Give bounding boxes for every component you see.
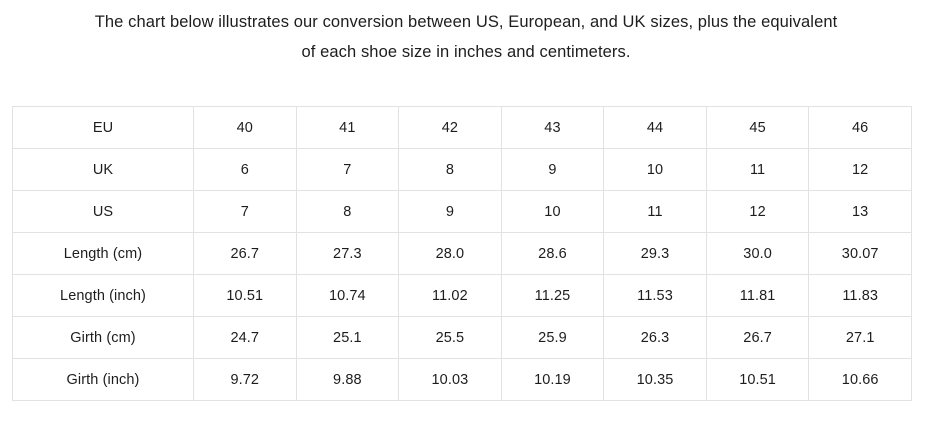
- row-header-cell: US: [12, 190, 194, 233]
- table-cell: 46: [808, 106, 912, 149]
- row-header-cell: Girth (inch): [12, 358, 194, 401]
- table-cell: 26.7: [705, 316, 810, 359]
- table-row: Length (inch) 10.51 10.74 11.02 11.25 11.53 11…: [12, 274, 912, 317]
- table-cell: 30.0: [705, 232, 810, 275]
- table-cell: 25.1: [295, 316, 400, 359]
- table-cell: 27.3: [295, 232, 400, 275]
- table-cell: 7: [193, 190, 297, 233]
- table-cell: 42: [398, 106, 502, 149]
- table-cell: 13: [808, 190, 912, 233]
- table-cell: 12: [705, 190, 810, 233]
- table-cell: 11.81: [705, 274, 810, 317]
- table-cell: 11.53: [603, 274, 707, 317]
- row-header-cell: EU: [12, 106, 194, 149]
- table-cell: 25.5: [398, 316, 502, 359]
- row-header-cell: UK: [12, 148, 194, 191]
- table-cell: 26.3: [603, 316, 707, 359]
- table-cell: 10.19: [500, 358, 605, 401]
- caption-line-1: The chart below illustrates our conversi…: [94, 13, 838, 31]
- table-cell: 10.51: [193, 274, 297, 317]
- row-header-cell: Girth (cm): [12, 316, 194, 359]
- table-cell: 10.35: [603, 358, 707, 401]
- table-cell: 10.74: [295, 274, 400, 317]
- table-row: EU 40 41 42 43 44 45 46: [12, 106, 912, 149]
- row-header-cell: Length (inch): [12, 274, 194, 317]
- table-cell: 6: [193, 148, 297, 191]
- table-cell: 12: [808, 148, 912, 191]
- table-cell: 10: [500, 190, 605, 233]
- table-row: US 7 8 9 10 11 12 13: [12, 190, 912, 233]
- table-cell: 11: [705, 148, 810, 191]
- table-cell: 10.51: [705, 358, 810, 401]
- table-cell: 11.02: [398, 274, 502, 317]
- table-cell: 10: [603, 148, 707, 191]
- table-cell: 10.66: [808, 358, 912, 401]
- table-cell: 8: [398, 148, 502, 191]
- table-row: Length (cm) 26.7 27.3 28.0 28.6 29.3 30.0 30.07: [12, 232, 912, 275]
- table-cell: 8: [295, 190, 400, 233]
- table-cell: 9.72: [193, 358, 297, 401]
- table-cell: 9: [398, 190, 502, 233]
- table-row: Girth (cm) 24.7 25.1 25.5 25.9 26.3 26.7 27.1: [12, 316, 912, 359]
- table-cell: 40: [193, 106, 297, 149]
- chart-caption: The chart below illustrates our conversi…: [0, 7, 932, 67]
- table-cell: 30.07: [808, 232, 912, 275]
- table-cell: 45: [705, 106, 810, 149]
- table-cell: 10.03: [398, 358, 502, 401]
- table-row: UK 6 7 8 9 10 11 12: [12, 148, 912, 191]
- table-cell: 41: [295, 106, 400, 149]
- table-cell: 11: [603, 190, 707, 233]
- table-cell: 11.25: [500, 274, 605, 317]
- size-conversion-table: EU 40 41 42 43 44 45 46 UK 6 7 8 9 10 11 12 US 7 8 9 10 11 12 1…: [12, 106, 912, 401]
- table-cell: 43: [500, 106, 605, 149]
- caption-line-2: of each shoe size in inches and centimet…: [301, 43, 631, 61]
- table-cell: 9.88: [295, 358, 400, 401]
- table-cell: 24.7: [193, 316, 297, 359]
- row-header-cell: Length (cm): [12, 232, 194, 275]
- table-cell: 9: [500, 148, 605, 191]
- table-cell: 7: [295, 148, 400, 191]
- table-row: Girth (inch) 9.72 9.88 10.03 10.19 10.35 10.51…: [12, 358, 912, 401]
- table-cell: 29.3: [603, 232, 707, 275]
- table-cell: 26.7: [193, 232, 297, 275]
- table-cell: 28.0: [398, 232, 502, 275]
- table-cell: 25.9: [500, 316, 605, 359]
- table-cell: 44: [603, 106, 707, 149]
- table-cell: 11.83: [808, 274, 912, 317]
- size-table-body: EU 40 41 42 43 44 45 46 UK 6 7 8 9 10 11 12 US 7 8 9 10 11 12 1…: [12, 106, 912, 401]
- table-cell: 28.6: [500, 232, 605, 275]
- table-cell: 27.1: [808, 316, 912, 359]
